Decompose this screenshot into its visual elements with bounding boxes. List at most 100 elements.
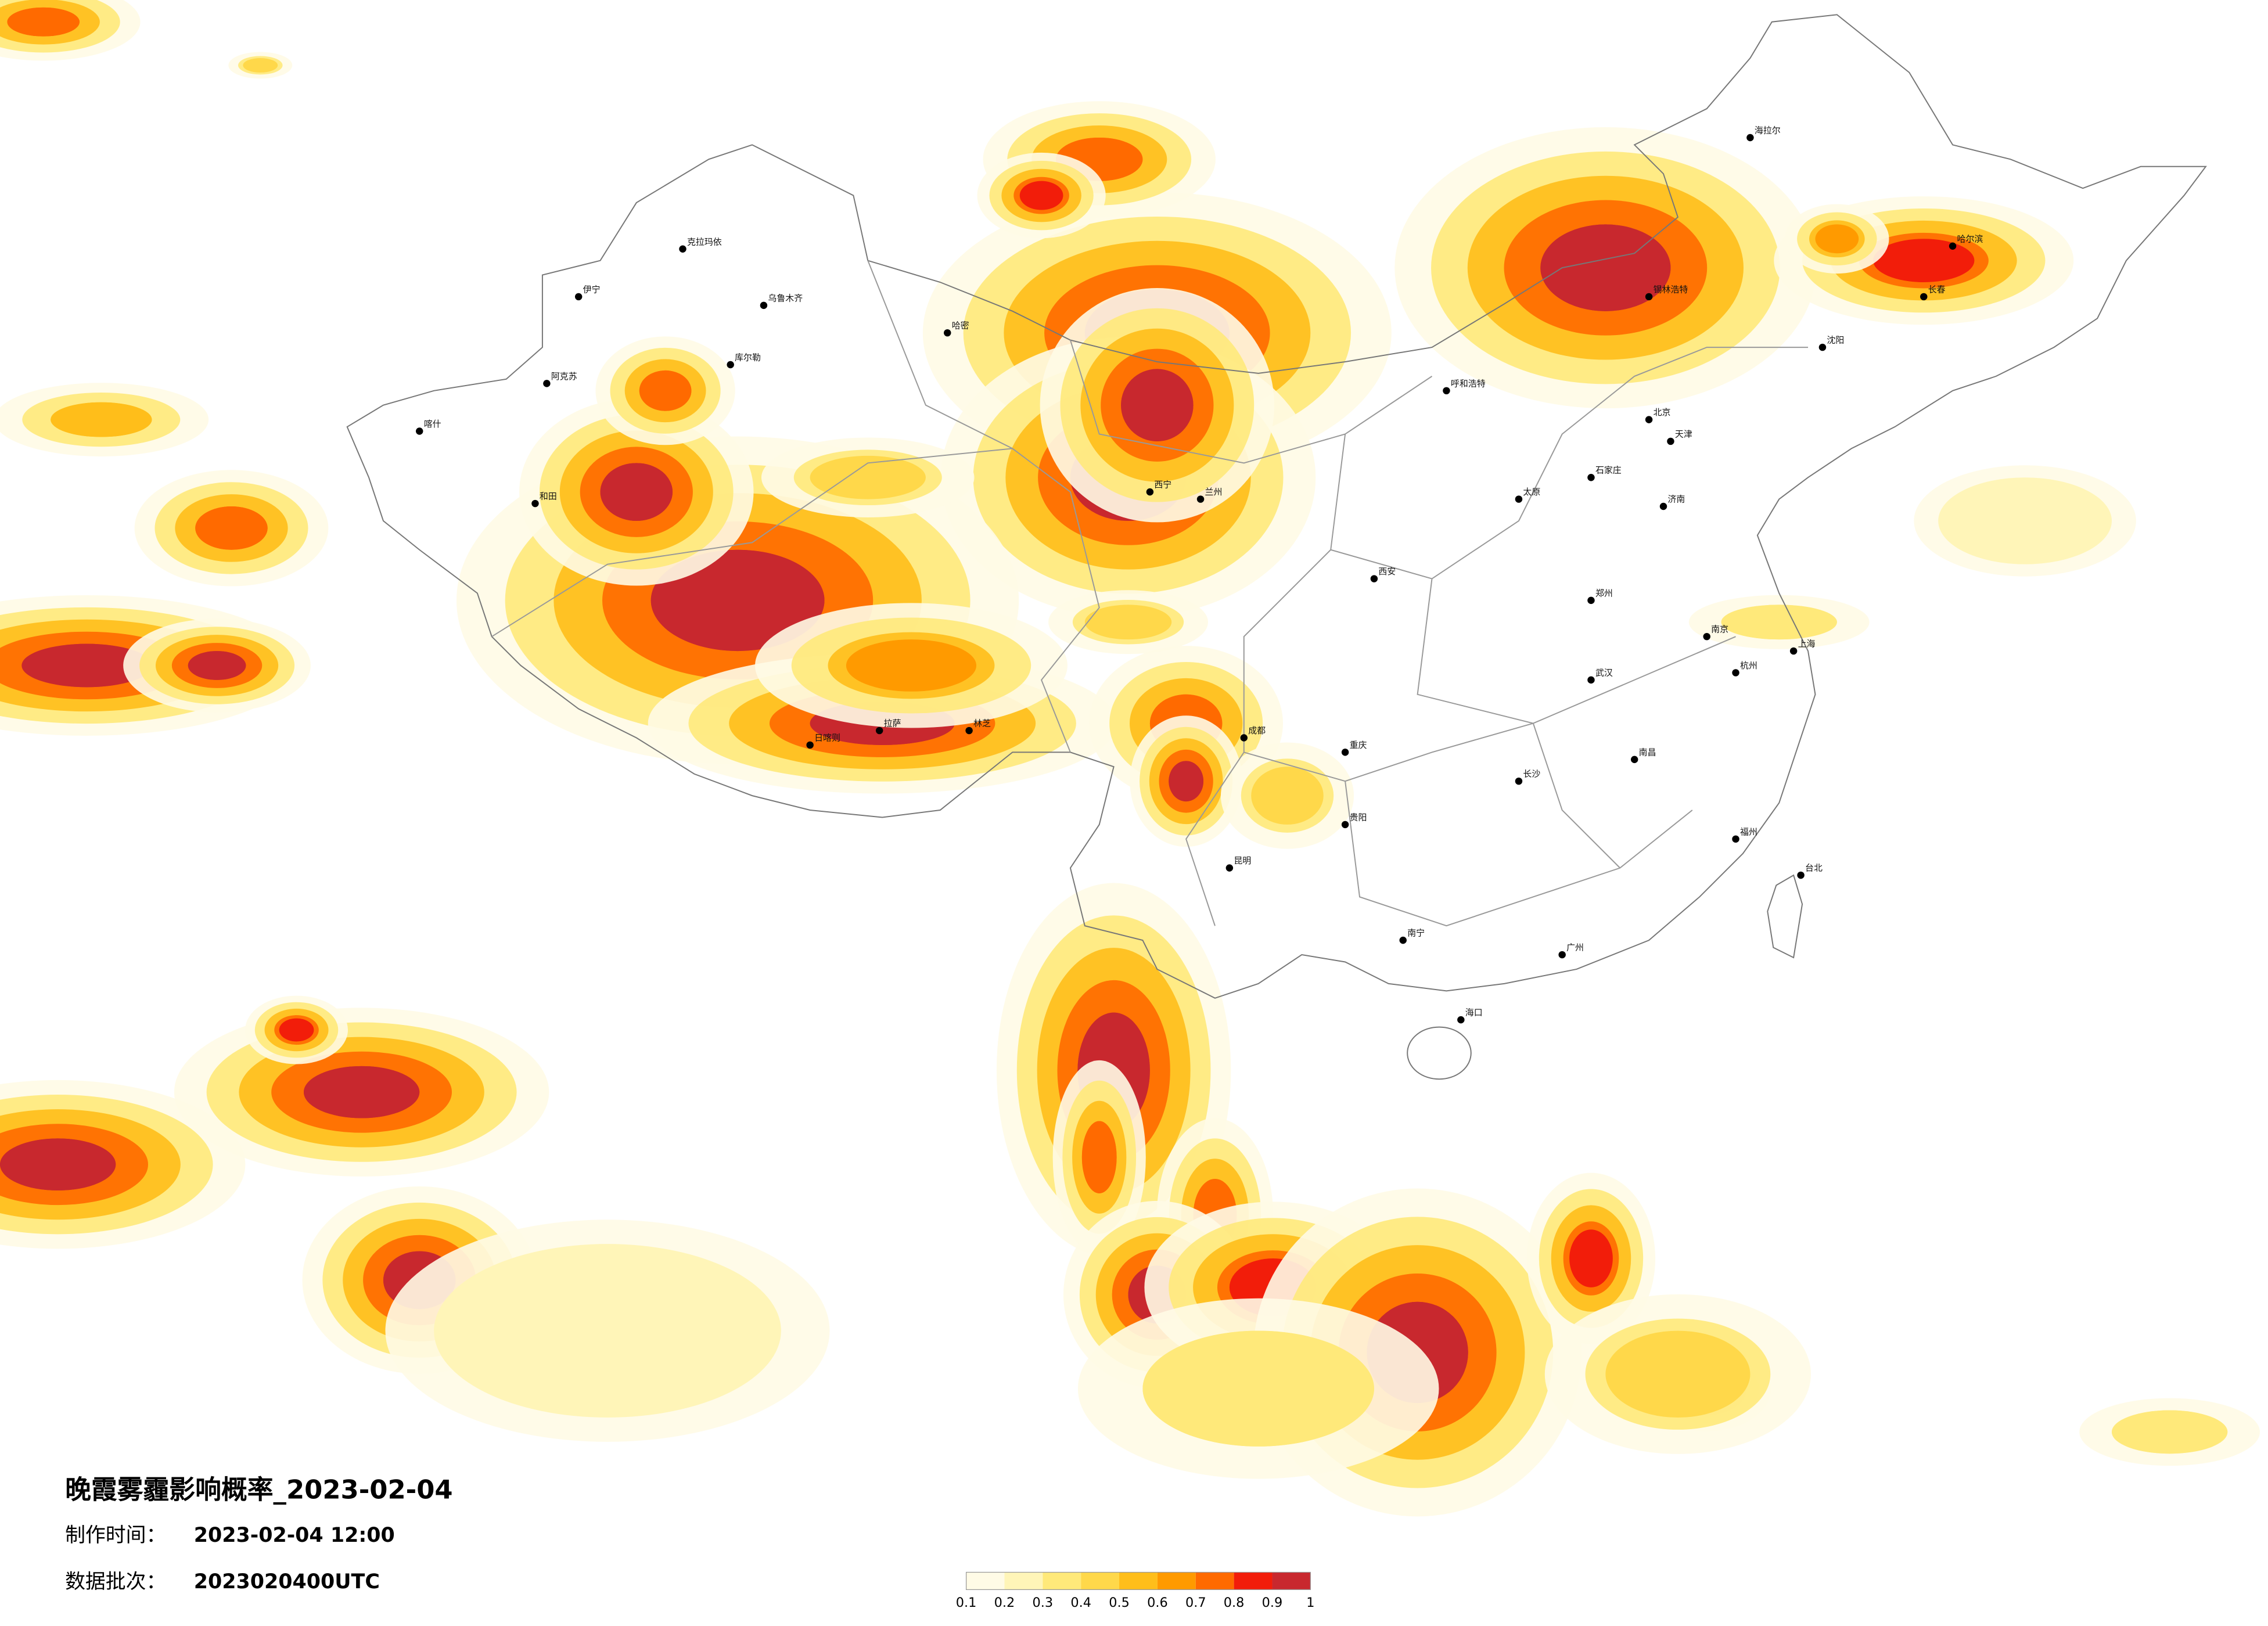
legend-swatch — [1004, 1572, 1043, 1590]
heat-patch — [600, 463, 673, 521]
heat-patch — [1938, 477, 2112, 564]
city-label: 南京 — [1711, 624, 1728, 635]
city-label: 乌鲁木齐 — [768, 293, 803, 303]
heat-patch — [1721, 605, 1837, 640]
city-dot — [1341, 821, 1349, 829]
city-dot — [1645, 293, 1653, 301]
city-dot — [1732, 669, 1739, 677]
legend-tick-label: 0.3 — [1033, 1595, 1054, 1610]
city-dot — [1667, 437, 1674, 445]
city-label: 台北 — [1805, 863, 1823, 873]
heat-patch — [1605, 1330, 1751, 1418]
legend-tick-label: 1 — [1306, 1595, 1314, 1610]
heat-patch — [650, 549, 825, 652]
city-dot — [1746, 134, 1754, 142]
city-label: 兰州 — [1205, 487, 1223, 497]
city-label: 石家庄 — [1595, 465, 1622, 476]
heat-patch — [0, 1138, 116, 1191]
heat-patch — [846, 639, 977, 692]
made-label: 制作时间： — [65, 1524, 166, 1547]
city-label: 日喀则 — [814, 732, 840, 743]
legend-frame — [965, 1571, 1311, 1590]
city-dot — [1515, 777, 1523, 785]
legend-swatch — [1119, 1572, 1158, 1590]
city-dot — [1630, 756, 1638, 764]
heat-layer — [0, 0, 2260, 1517]
city-label: 克拉玛依 — [687, 236, 722, 247]
city-dot — [1399, 936, 1407, 944]
heat-patch — [21, 643, 152, 688]
city-label: 天津 — [1675, 429, 1692, 439]
city-label: 锡林浩特 — [1654, 284, 1688, 294]
city-dot — [679, 245, 686, 253]
city-dot — [875, 726, 883, 735]
legend-tick-label: 0.2 — [994, 1595, 1015, 1610]
city-dot — [1341, 749, 1349, 756]
legend-swatch — [1234, 1572, 1273, 1590]
city-label: 贵阳 — [1350, 812, 1367, 822]
city-label: 林芝 — [973, 718, 991, 729]
heat-patch — [1121, 369, 1194, 441]
city-dot — [760, 301, 768, 310]
city-dot — [1949, 242, 1957, 250]
heat-patch — [188, 651, 246, 680]
city-label: 广州 — [1566, 942, 1584, 953]
city-label: 杭州 — [1740, 660, 1757, 671]
city-label: 南昌 — [1639, 747, 1656, 757]
city-label: 武汉 — [1595, 667, 1613, 678]
legend-swatch — [1195, 1572, 1234, 1590]
city-label: 长春 — [1928, 284, 1946, 294]
city-label: 济南 — [1667, 494, 1685, 505]
heat-patch — [243, 57, 278, 73]
city-label: 喀什 — [424, 419, 441, 429]
city-dot — [1146, 488, 1154, 496]
city-dot — [1920, 293, 1928, 301]
island-outline — [1767, 874, 1803, 959]
city-dot — [543, 380, 551, 387]
heat-patch — [195, 506, 268, 550]
city-label: 和田 — [540, 491, 557, 502]
heat-patch — [1569, 1229, 1613, 1287]
city-dot — [1443, 387, 1450, 395]
city-dot — [1645, 416, 1653, 423]
heat-patch — [434, 1244, 781, 1418]
country-outline — [346, 14, 2207, 999]
heat-patch — [7, 7, 80, 37]
heat-patch — [639, 370, 692, 411]
legend-tick-label: 0.4 — [1070, 1595, 1091, 1610]
legend-tick-label: 0.8 — [1224, 1595, 1245, 1610]
city-label: 库尔勒 — [735, 352, 761, 362]
heat-patch — [810, 455, 926, 499]
city-label: 太原 — [1523, 487, 1540, 497]
city-dot — [1558, 951, 1566, 959]
heat-patch — [1019, 181, 1063, 210]
city-label: 阿克苏 — [551, 371, 577, 382]
city-dot — [1370, 575, 1378, 582]
city-label: 西安 — [1378, 566, 1396, 577]
heat-patch — [1142, 1330, 1374, 1447]
heat-patch — [51, 402, 152, 437]
city-label: 哈尔滨 — [1957, 233, 1983, 244]
legend-tick-label: 0.5 — [1109, 1595, 1130, 1610]
legend-swatch — [1272, 1572, 1311, 1590]
city-label: 拉萨 — [884, 718, 901, 729]
city-dot — [806, 741, 814, 749]
province-line — [491, 260, 1809, 927]
batch-label: 数据批次： — [65, 1570, 166, 1593]
city-label: 重庆 — [1350, 740, 1367, 750]
heat-patch — [279, 1018, 314, 1042]
city-label: 长沙 — [1523, 769, 1540, 779]
heat-patch — [1084, 605, 1172, 640]
city-label: 沈阳 — [1827, 335, 1844, 346]
city-label: 昆明 — [1234, 855, 1251, 866]
legend: 0.1 0.2 0.3 0.4 0.5 0.6 0.7 0.8 0.9 1 — [956, 1571, 1314, 1610]
legend-swatch — [1157, 1572, 1196, 1590]
city-dot — [574, 293, 583, 301]
heat-patch — [1540, 224, 1671, 311]
city-label: 上海 — [1798, 639, 1816, 649]
city-label: 福州 — [1740, 826, 1757, 837]
city-dot — [1457, 1016, 1465, 1024]
